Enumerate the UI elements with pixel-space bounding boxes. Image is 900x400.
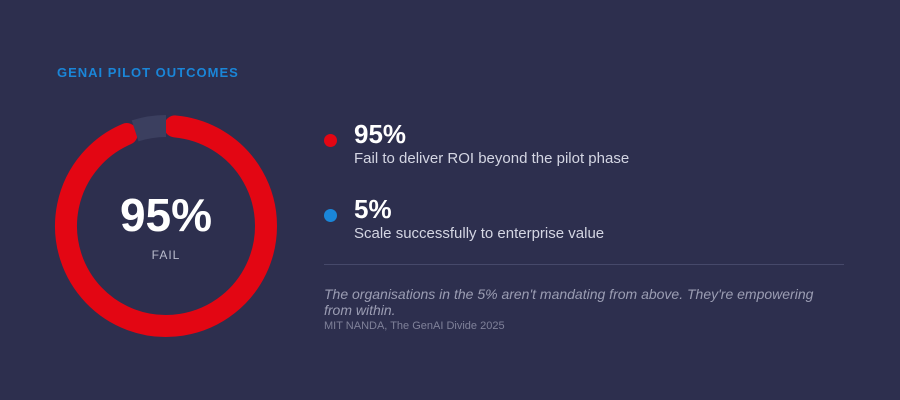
legend-value: 95% xyxy=(354,119,407,149)
legend-marker xyxy=(324,209,337,222)
donut-chart: 95% FAIL xyxy=(55,115,277,337)
divider xyxy=(324,264,844,265)
donut-segment xyxy=(55,115,277,337)
center-label: FAIL xyxy=(152,248,181,262)
center-value: 95% xyxy=(120,189,212,241)
legend-value: 5% xyxy=(354,194,392,224)
donut-segment xyxy=(131,115,167,142)
legend-label: Scale successfully to enterprise value xyxy=(354,225,605,242)
source: MIT NANDA, The GenAI Divide 2025 xyxy=(324,320,505,332)
legend-marker xyxy=(324,134,337,147)
quote: The organisations in the 5% aren't manda… xyxy=(324,286,814,318)
legend-label: Fail to deliver ROI beyond the pilot pha… xyxy=(354,150,630,167)
chart-title: GENAI PILOT OUTCOMES xyxy=(57,65,239,80)
